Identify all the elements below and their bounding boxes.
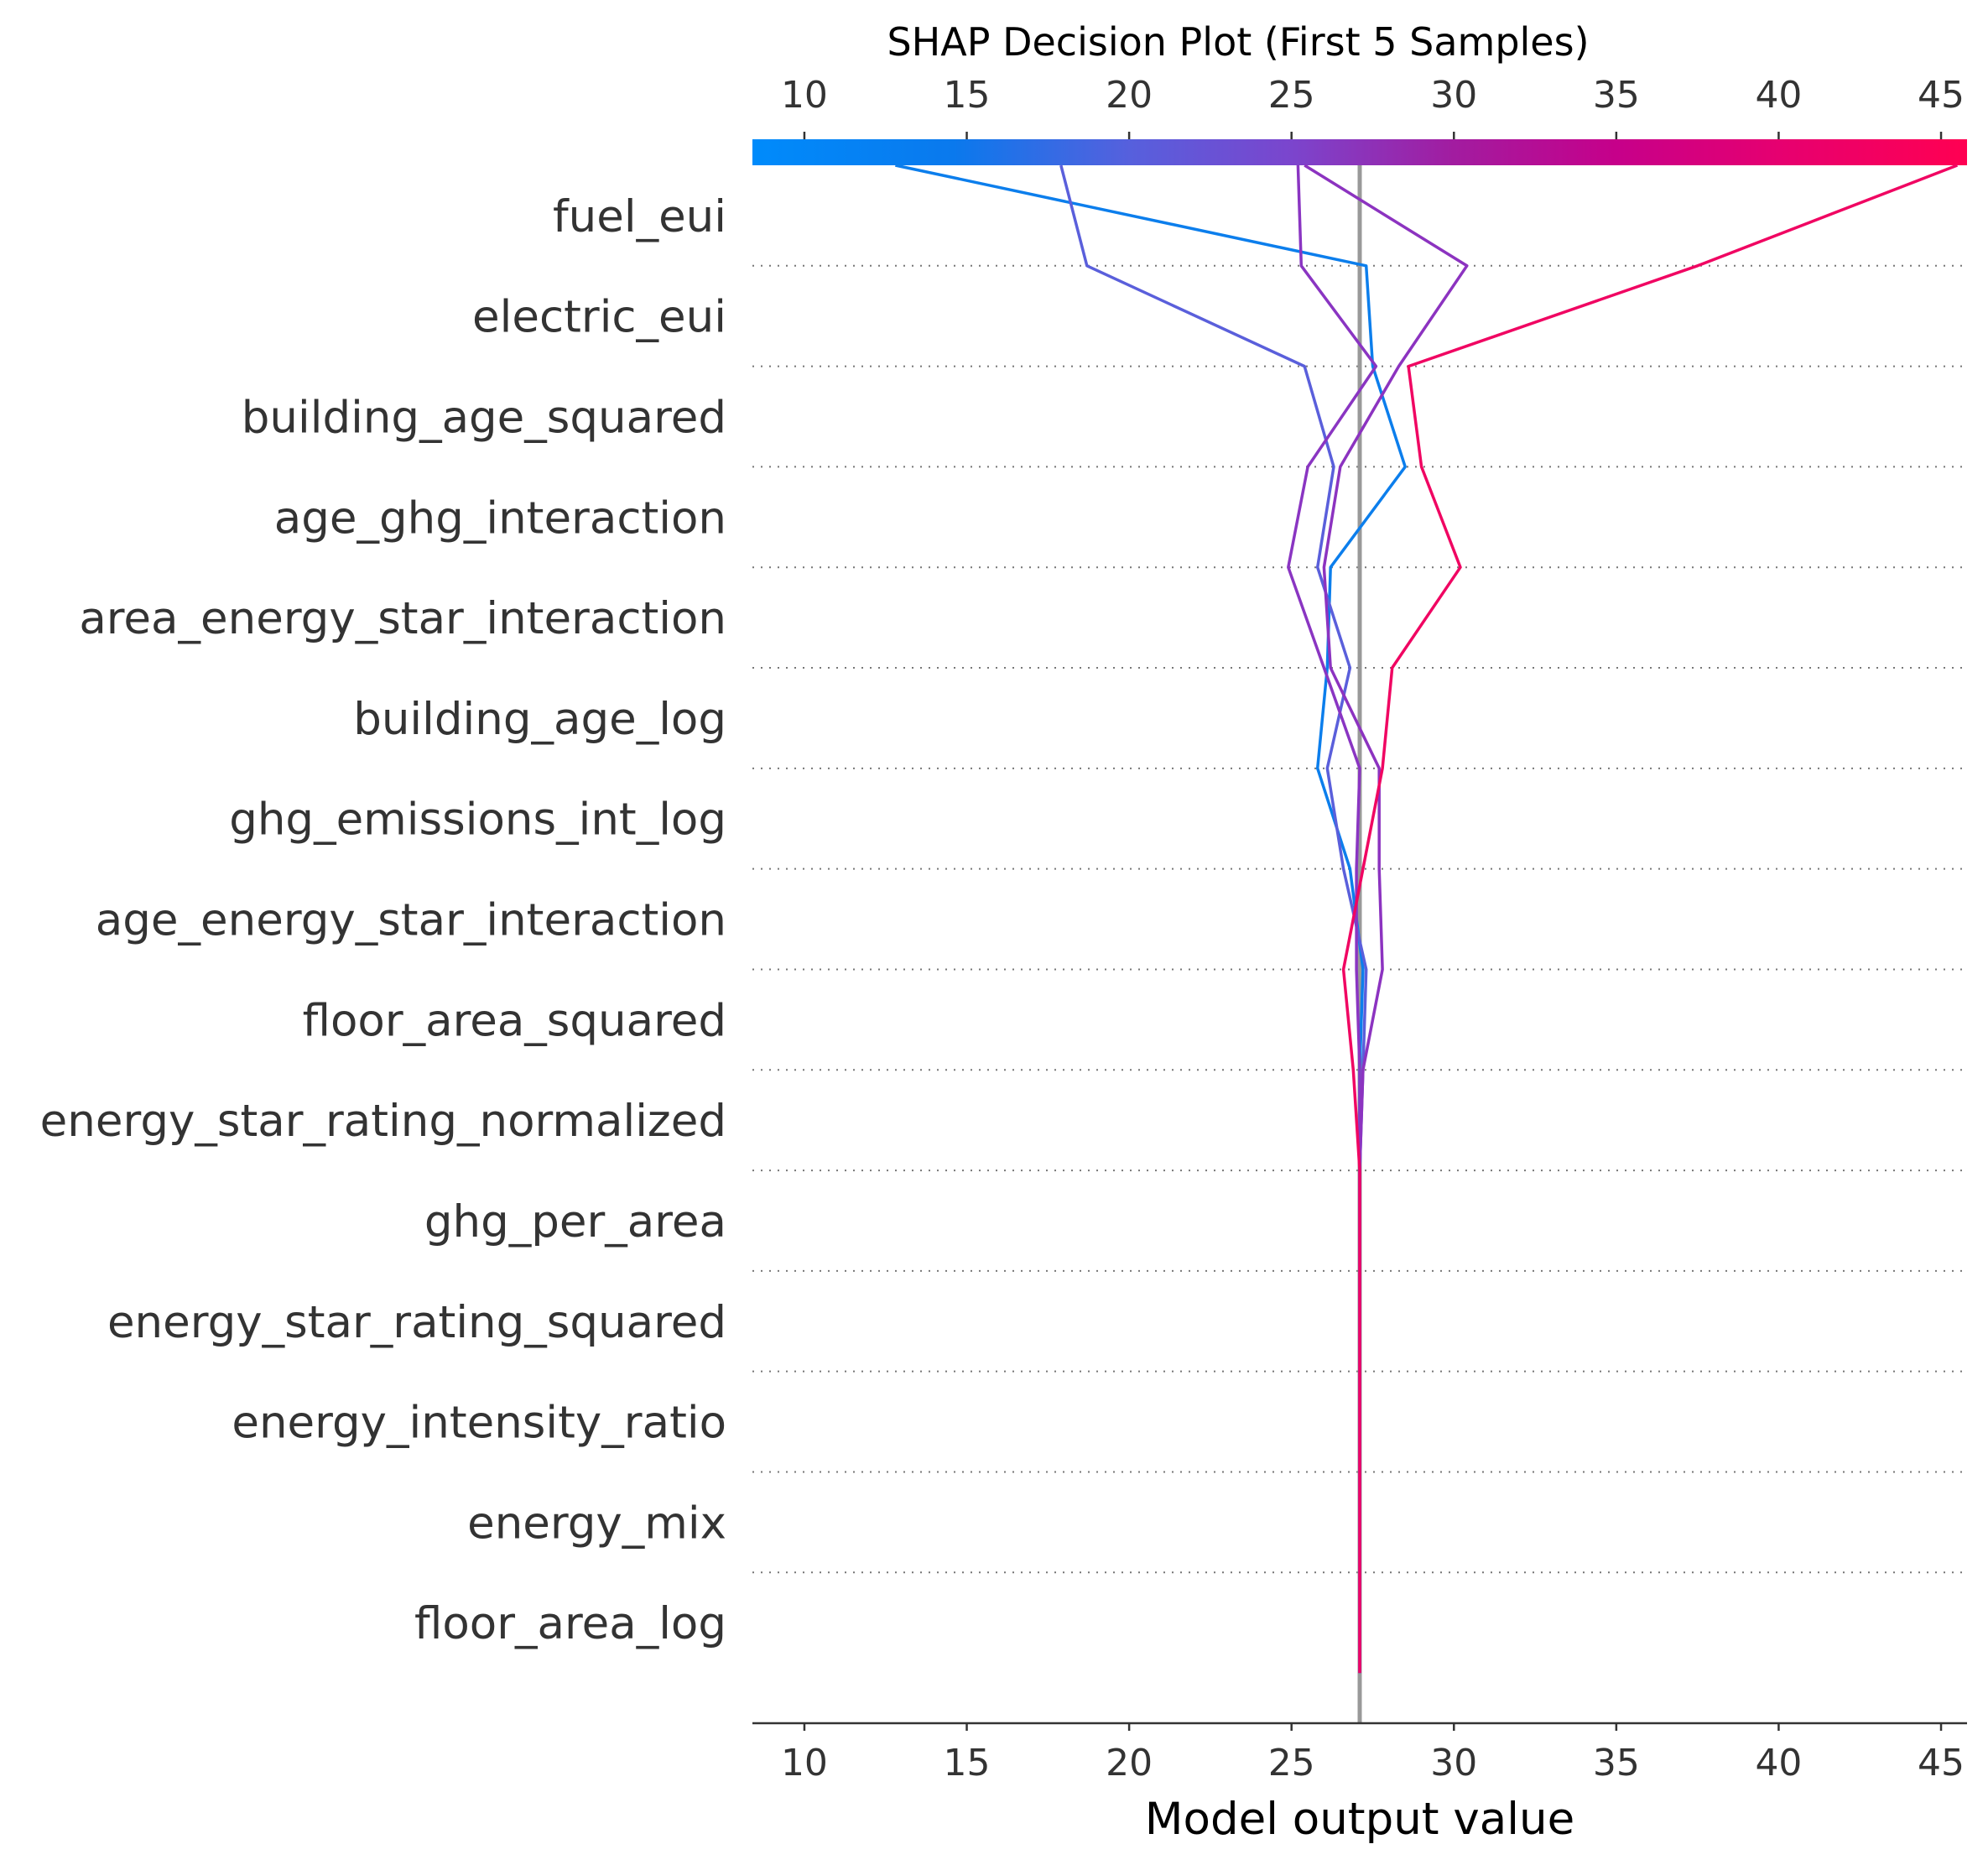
series-lines	[895, 164, 1959, 1674]
bottom-tick-label-30: 30	[1430, 1742, 1477, 1784]
bottom-tick-label-35: 35	[1593, 1742, 1640, 1784]
sample-line-4	[1304, 164, 1469, 1674]
feature-label-energy-intensity-ratio: energy_intensity_ratio	[232, 1398, 726, 1449]
bottom-tick-label-45: 45	[1918, 1742, 1965, 1784]
feature-label-ghg-per-area: ghg_per_area	[424, 1196, 726, 1248]
top-tick-label-25: 25	[1268, 74, 1315, 117]
top-axis-ticks: 10 15 20 25 30 35 40 45	[781, 74, 1965, 139]
bottom-tick-label-10: 10	[781, 1742, 828, 1784]
feature-label-fuel-eui: fuel_eui	[553, 191, 726, 242]
feature-label-age-energy-star-interaction: age_energy_star_interaction	[96, 895, 726, 946]
top-tick-label-20: 20	[1106, 74, 1153, 117]
feature-label-area-energy-star-interaction: area_energy_star_interaction	[79, 593, 726, 644]
sample-line-2	[1059, 164, 1368, 1674]
feature-label-energy-star-rating-normalized: energy_star_rating_normalized	[40, 1096, 726, 1147]
feature-label-energy-star-rating-squared: energy_star_rating_squared	[107, 1297, 726, 1348]
top-tick-label-10: 10	[781, 74, 828, 117]
feature-label-floor-area-squared: floor_area_squared	[303, 995, 726, 1046]
feature-label-electric-eui: electric_eui	[472, 292, 726, 343]
top-tick-label-15: 15	[944, 74, 991, 117]
top-tick-label-35: 35	[1593, 74, 1640, 117]
top-tick-label-30: 30	[1430, 74, 1477, 117]
feature-label-building-age-log: building_age_log	[353, 694, 726, 745]
top-tick-label-40: 40	[1755, 74, 1802, 117]
feature-label-floor-area-log: floor_area_log	[414, 1598, 726, 1649]
feature-label-building-age-squared: building_age_squared	[242, 393, 726, 444]
x-axis-label: Model output value	[1145, 1794, 1574, 1845]
bottom-axis-ticks: 10 15 20 25 30 35 40 45	[781, 1723, 1965, 1784]
bottom-tick-label-25: 25	[1268, 1742, 1315, 1784]
bottom-tick-label-15: 15	[944, 1742, 991, 1784]
feature-label-energy-mix: energy_mix	[467, 1498, 726, 1549]
bottom-tick-label-20: 20	[1106, 1742, 1153, 1784]
bottom-tick-label-40: 40	[1755, 1742, 1802, 1784]
feature-label-age-ghg-interaction: age_ghg_interaction	[274, 492, 726, 544]
feature-labels: fuel_eui electric_eui building_age_squared…	[40, 191, 726, 1649]
chart-title: SHAP Decision Plot (First 5 Samples)	[887, 19, 1589, 65]
feature-label-ghg-emissions-int-log: ghg_emissions_int_log	[229, 794, 726, 846]
top-tick-label-45: 45	[1918, 74, 1965, 117]
sample-line-3	[1287, 164, 1378, 1674]
colorbar	[752, 139, 1967, 165]
feature-gridlines	[752, 264, 1967, 1574]
sample-line-5	[1341, 164, 1959, 1674]
sample-line-1	[895, 164, 1407, 1674]
